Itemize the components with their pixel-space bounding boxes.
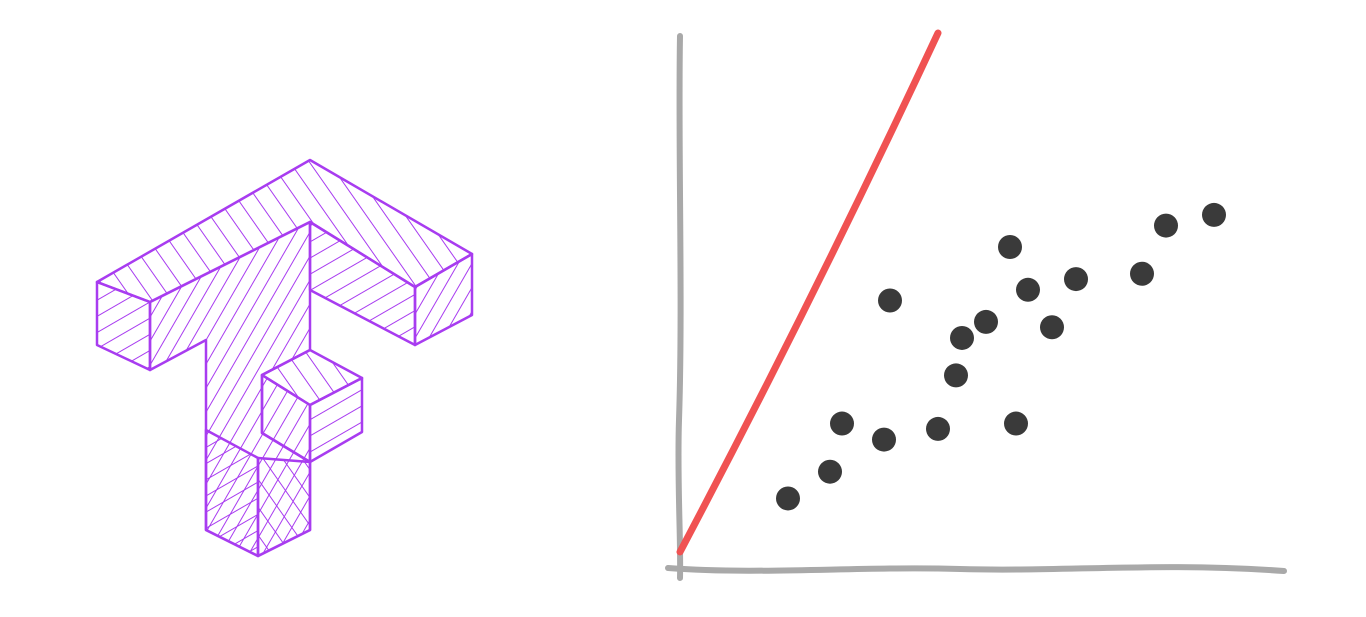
- data-point: [872, 427, 896, 452]
- data-point: [1016, 277, 1040, 302]
- x-axis: [665, 564, 1287, 574]
- data-point: [950, 325, 974, 350]
- data-point: [776, 486, 800, 511]
- logo-lower-stem-side: [256, 456, 312, 558]
- data-point: [1004, 411, 1028, 436]
- data-point: [944, 363, 968, 388]
- data-point: [1202, 202, 1226, 227]
- tensorflow-logo-icon: [95, 158, 474, 558]
- data-point: [1064, 267, 1088, 292]
- chart-plot-area: [676, 29, 1226, 556]
- y-axis: [675, 33, 684, 581]
- data-point: [1130, 261, 1154, 286]
- data-point: [998, 235, 1022, 259]
- fit-line: [676, 29, 942, 556]
- data-point: [974, 309, 998, 334]
- data-point: [878, 288, 902, 313]
- data-point: [1154, 213, 1178, 238]
- data-point: [1040, 315, 1064, 340]
- data-point: [926, 416, 950, 441]
- chart-axes: [665, 33, 1287, 581]
- data-point: [818, 459, 842, 484]
- data-point: [830, 411, 854, 436]
